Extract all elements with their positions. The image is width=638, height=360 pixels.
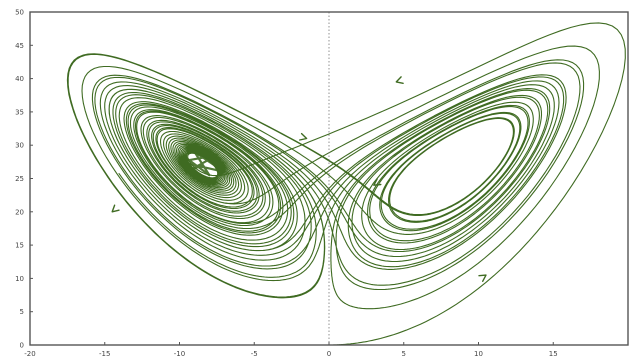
direction-arrow-3: [395, 76, 404, 85]
trajectory-layer: [66, 22, 626, 346]
direction-arrow-2: [373, 178, 382, 186]
x-tick-label: -10: [174, 350, 185, 358]
direction-arrows: [111, 76, 487, 282]
y-tick-label: 25: [15, 175, 24, 183]
y-tick-label: 10: [15, 275, 24, 283]
y-tick-label: 5: [20, 308, 24, 316]
inner-tangle: [178, 150, 226, 177]
y-tick-label: 30: [15, 142, 24, 150]
x-axis-ticks: -20 -15 -10 -5 0 5 10 15: [24, 342, 558, 358]
y-tick-label: 15: [15, 242, 24, 250]
y-tick-label: 40: [15, 75, 24, 83]
y-tick-label: 20: [15, 208, 24, 216]
x-tick-label: 0: [327, 350, 331, 358]
x-tick-label: -5: [251, 350, 258, 358]
direction-arrow-4: [111, 204, 120, 213]
trajectory-line: [66, 22, 626, 346]
direction-arrow-5: [478, 274, 487, 282]
x-tick-label: 15: [549, 350, 558, 358]
direction-arrow-1: [299, 132, 308, 141]
y-tick-label: 35: [15, 108, 24, 116]
x-tick-label: 5: [402, 350, 406, 358]
x-tick-label: -15: [99, 350, 110, 358]
x-tick-label: 10: [474, 350, 483, 358]
y-tick-label: 50: [15, 9, 24, 17]
y-tick-label: 0: [20, 342, 24, 350]
y-tick-label: 45: [15, 42, 24, 50]
x-tick-label: -20: [24, 350, 35, 358]
y-axis-ticks: 0 5 10 15 20 25 30 35 40 45 50: [15, 9, 33, 350]
